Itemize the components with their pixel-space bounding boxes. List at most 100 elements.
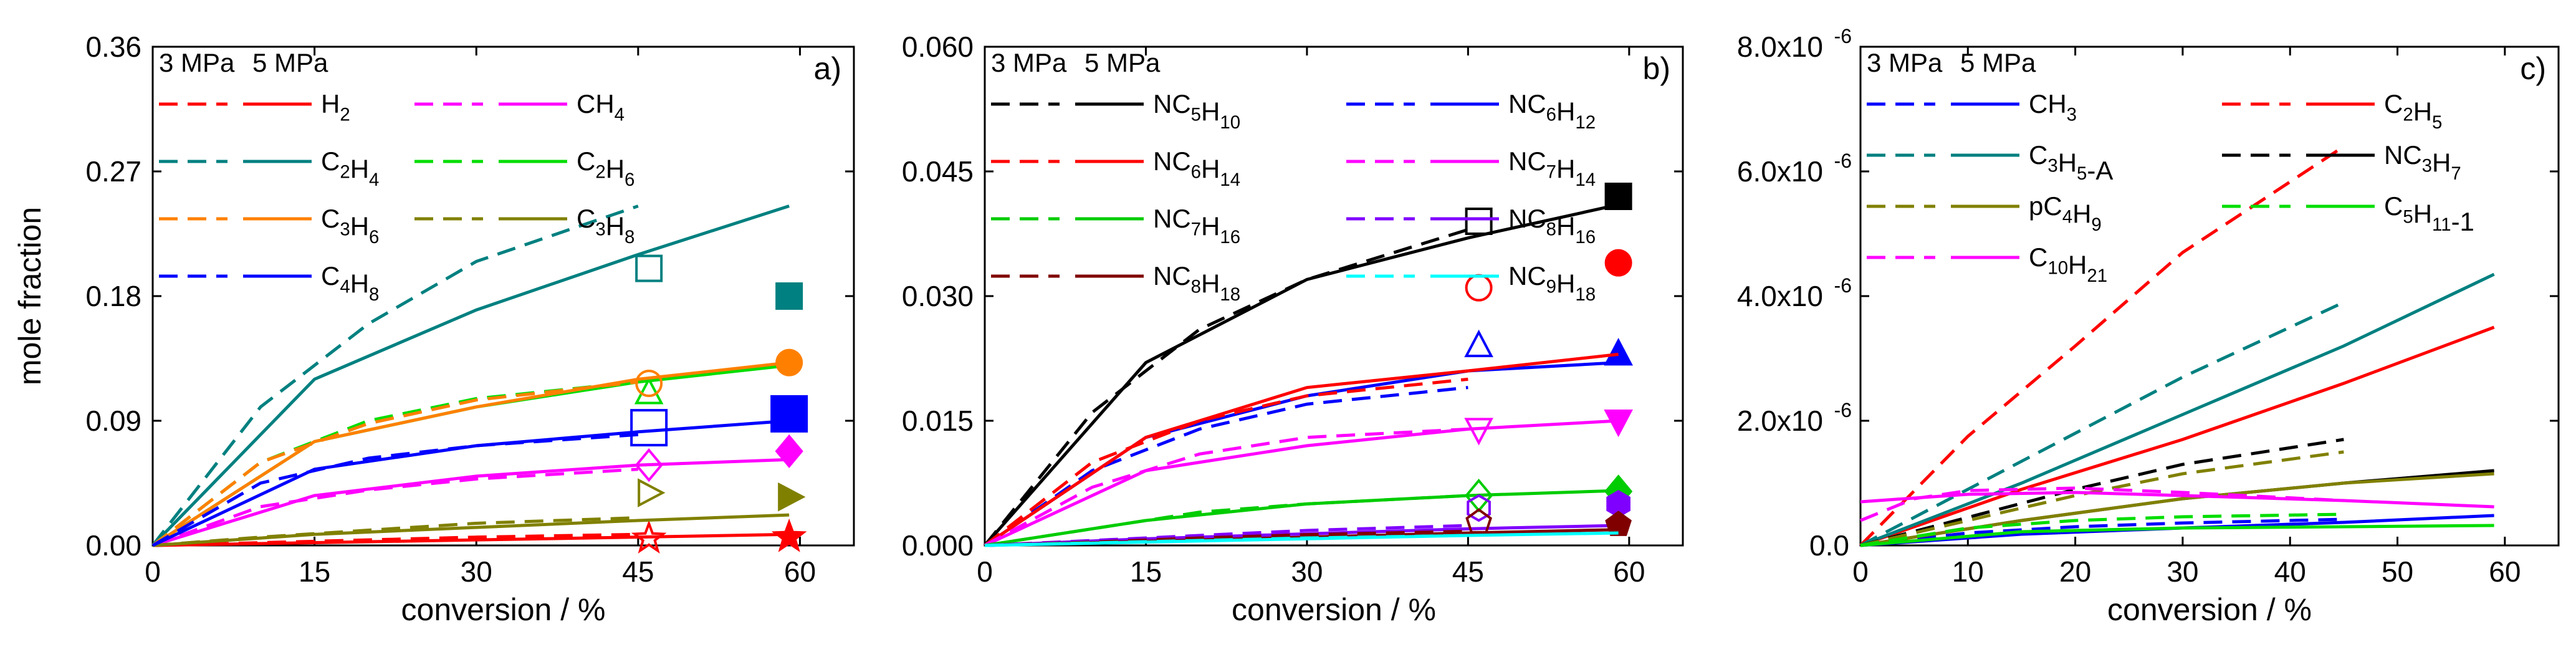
legend-label: C2H4 — [321, 146, 379, 190]
y-tick-label: 0.000 — [902, 529, 974, 562]
data-point-5mpa — [1605, 511, 1632, 536]
legend-item: H2 — [159, 89, 350, 125]
data-point-3mpa — [634, 448, 663, 482]
legend-label: H2 — [321, 89, 350, 125]
legend-item: C5H11-1 — [2222, 191, 2474, 236]
y-tick-label: 0.36 — [85, 31, 141, 63]
y-tick-exponent: -6 — [1834, 25, 1852, 47]
series-C2H4 — [151, 204, 803, 547]
series-line-5mpa — [1860, 472, 2494, 547]
panel-0: 0 15 30 45 60 0.00 0.09 0.18 0.27 0.36 conversion … — [12, 31, 855, 627]
legend-header-5mpa: 5 MPa — [252, 48, 328, 77]
series-line-5mpa — [151, 361, 790, 547]
data-point-3mpa — [638, 478, 666, 507]
series-NC6H14 — [984, 249, 1632, 547]
data-point-3mpa — [634, 377, 664, 405]
series-line-5mpa — [984, 531, 1619, 547]
legend-item: NC5H10 — [991, 89, 1240, 133]
legend-label: NC7H16 — [1153, 204, 1240, 247]
data-point-3mpa — [630, 409, 668, 447]
legend-item: CH3 — [1867, 89, 2077, 125]
x-tick-label: 50 — [2382, 555, 2413, 588]
legend-item: CH4 — [414, 89, 625, 125]
legend-item: NC6H12 — [1346, 89, 1596, 133]
x-tick-label: 30 — [2167, 555, 2198, 588]
legend-label: C10H21 — [2029, 242, 2107, 286]
legend-label: C2H5 — [2384, 89, 2442, 133]
legend-label: NC3H7 — [2384, 140, 2461, 184]
series-line-3mpa — [152, 468, 638, 547]
x-tick-label: 40 — [2274, 555, 2306, 588]
legend-item: C10H21 — [1867, 242, 2107, 286]
series-line-5mpa — [984, 352, 1619, 547]
y-axis-label: mole fraction — [12, 207, 47, 385]
data-point-5mpa — [1604, 410, 1633, 438]
series-H2 — [152, 518, 807, 554]
y-tick-label: 0.030 — [902, 280, 974, 312]
legend-header-3mpa: 3 MPa — [1867, 48, 1943, 77]
y-tick-label: 6.0x10 — [1737, 155, 1823, 188]
data-point-3mpa — [631, 520, 667, 554]
legend-label: NC5H10 — [1153, 89, 1240, 133]
series-C3H8 — [152, 478, 806, 547]
legend-item: C4H8 — [159, 261, 379, 305]
series-CH4 — [152, 434, 803, 547]
series-line-5mpa — [984, 203, 1619, 547]
series-line-5mpa — [1860, 491, 2494, 509]
series-line-3mpa — [1860, 486, 2344, 522]
y-tick-label: 4.0x10 — [1737, 280, 1823, 312]
legend-item: NC9H18 — [1346, 261, 1596, 305]
legend-header-3mpa: 3 MPa — [159, 48, 235, 77]
panel-label: b) — [1643, 51, 1670, 86]
series-line-3mpa — [1859, 300, 2345, 547]
panel-label: a) — [814, 51, 841, 86]
y-tick-label: 0.27 — [85, 155, 141, 188]
x-tick-label: 0 — [977, 555, 993, 588]
data-point-5mpa — [775, 348, 803, 377]
data-point-5mpa — [775, 434, 803, 469]
data-point-5mpa — [778, 482, 806, 512]
series-line-3mpa — [1859, 145, 2345, 547]
y-tick-exponent: -6 — [1834, 399, 1852, 421]
series-line-5mpa — [151, 204, 790, 547]
legend-label: C5H11-1 — [2384, 191, 2474, 236]
x-axis-label: conversion / % — [2107, 592, 2312, 627]
x-axis-label: conversion / % — [1232, 592, 1436, 627]
x-tick-label: 60 — [2489, 555, 2521, 588]
y-tick-label: 0.015 — [902, 405, 974, 437]
data-point-3mpa — [635, 370, 663, 397]
data-point-5mpa — [1604, 338, 1633, 366]
x-tick-label: 15 — [299, 555, 330, 588]
series-NC5H10 — [984, 183, 1632, 547]
series-line-3mpa — [151, 380, 639, 547]
legend-item: NC7H14 — [1346, 146, 1596, 190]
y-tick-label: 0.09 — [85, 405, 141, 437]
y-tick-label: 2.0x10 — [1737, 405, 1823, 437]
panel-1: 0 15 30 45 60 0.000 0.015 0.030 0.045 0.060 conver… — [902, 31, 1684, 627]
legend-label: NC8H16 — [1508, 204, 1596, 247]
x-tick-label: 0 — [1852, 555, 1869, 588]
legend-label: NC7H14 — [1508, 146, 1596, 190]
x-axis-label: conversion / % — [401, 592, 606, 627]
series-C3H6 — [151, 348, 803, 547]
x-tick-label: 15 — [1130, 555, 1162, 588]
series-line-3mpa — [1860, 438, 2344, 547]
legend-item: C3H8 — [414, 204, 634, 247]
y-tick-label: 0.060 — [902, 31, 974, 63]
series-line-3mpa — [984, 377, 1468, 547]
data-point-5mpa — [771, 518, 807, 552]
series-line-3mpa — [151, 204, 639, 547]
series-line-3mpa — [984, 427, 1468, 547]
legend-label: C2H6 — [577, 146, 634, 190]
legend-label: NC6H12 — [1508, 89, 1596, 133]
legend-item: NC3H7 — [2222, 140, 2461, 184]
legend-header-5mpa: 5 MPa — [1960, 48, 2036, 77]
series-line-3mpa — [151, 433, 639, 547]
series-line-5mpa — [1860, 325, 2495, 547]
legend-item: NC6H14 — [991, 146, 1240, 190]
series-NC9H18 — [984, 531, 1619, 547]
x-tick-label: 0 — [145, 555, 161, 588]
x-tick-label: 20 — [2059, 555, 2091, 588]
legend-label: C3H8 — [577, 204, 634, 247]
data-point-3mpa — [635, 254, 663, 282]
